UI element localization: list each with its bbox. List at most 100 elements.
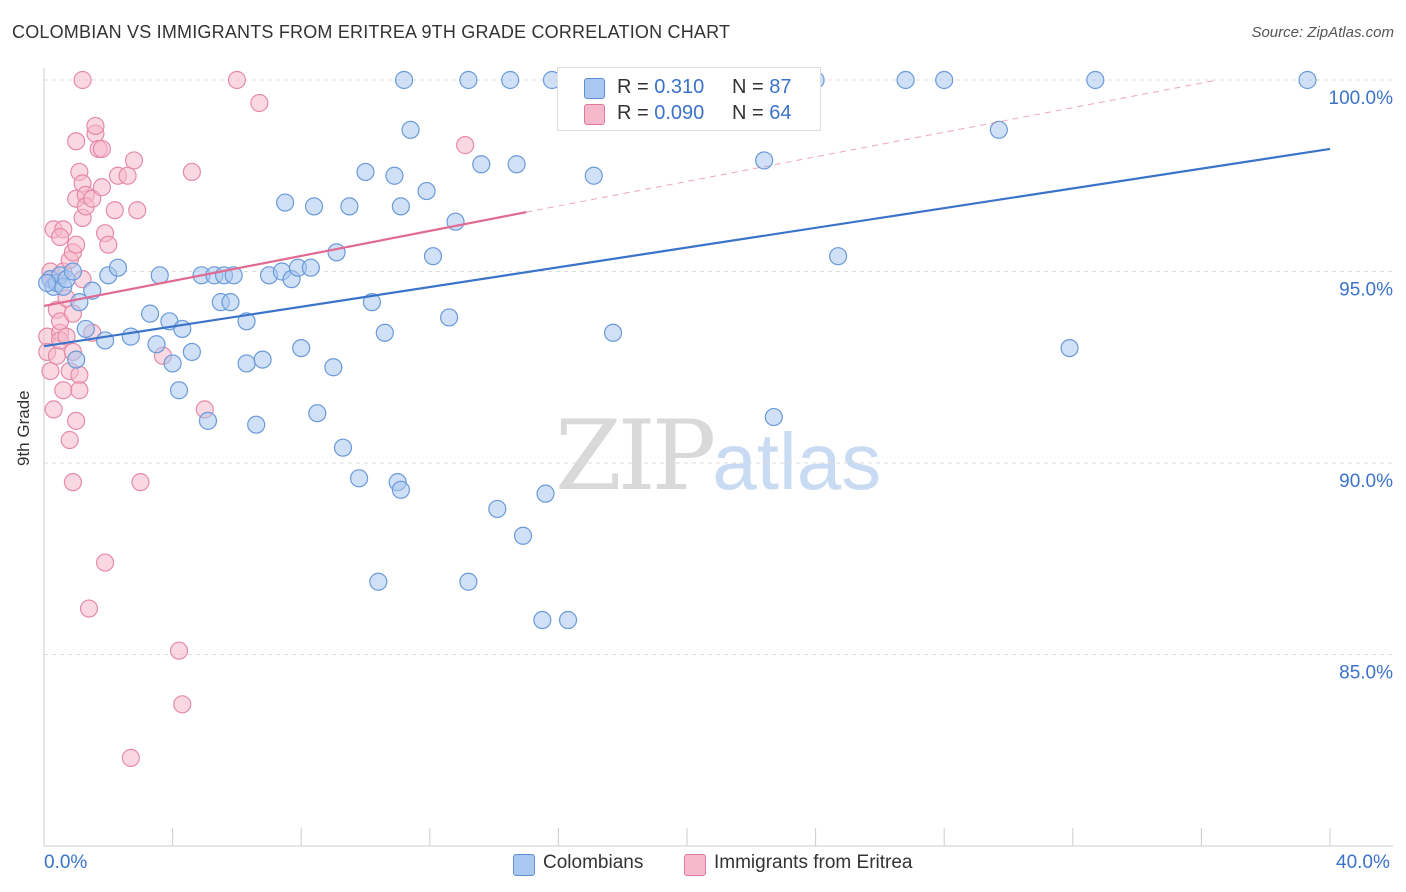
watermark-zip: ZIP: [555, 400, 716, 512]
colombian-point: [417, 181, 436, 201]
eritrea-point: [47, 346, 66, 365]
colombian-point: [558, 610, 578, 630]
eritrea-point: [67, 132, 86, 151]
colombian-point: [237, 354, 256, 373]
colombian-point: [333, 438, 353, 457]
y-tick-label: 95.0%: [1339, 280, 1393, 301]
eritrea-point: [182, 162, 201, 182]
trend-line-dashed: [526, 79, 1218, 213]
colombian-point: [401, 120, 420, 139]
eritrea-point: [92, 178, 111, 197]
eritrea-point: [169, 641, 189, 660]
colombian-point: [324, 358, 343, 377]
colombian-point: [1086, 70, 1105, 90]
colombian-point: [439, 308, 459, 327]
colombian-point: [896, 70, 915, 90]
colombian-point: [95, 331, 115, 350]
eritrea-point: [41, 361, 60, 381]
legend-n-label: N =: [732, 102, 764, 124]
eritrea-trend-line: [43, 211, 527, 308]
bottom-legend-label-eritrea: Immigrants from Eritrea: [714, 852, 913, 873]
bottom-legend-swatch-colombians: [513, 854, 535, 876]
eritrea-point: [57, 327, 76, 346]
watermark: ZIPatlas: [555, 400, 881, 512]
legend-r-value-colombians: 0.310: [654, 76, 705, 98]
bottom-legend-label-colombians: Colombians: [543, 852, 644, 873]
legend-n-label: N =: [732, 76, 764, 98]
colombian-point: [459, 70, 478, 90]
colombian-point: [375, 323, 394, 342]
eritrea-point: [227, 70, 246, 90]
eritrea-point: [50, 227, 70, 247]
colombian-point: [221, 293, 240, 312]
legend-n-value-colombians: 87: [769, 76, 792, 98]
source-label: Source: ZipAtlas.com: [1251, 24, 1394, 41]
colombian-point: [369, 572, 388, 591]
colombian-point: [349, 469, 369, 488]
eritrea-point: [73, 70, 92, 90]
eritrea-point: [118, 166, 137, 185]
colombian-point: [308, 404, 327, 423]
eritrea-point: [105, 201, 124, 220]
colombian-point: [237, 312, 256, 331]
colombian-point: [764, 407, 783, 427]
bottom-legend-swatch-eritrea: [684, 854, 706, 876]
colombian-point: [459, 572, 478, 591]
colombian-point: [169, 381, 189, 400]
colombian-point: [63, 262, 83, 281]
colombian-point: [391, 480, 410, 499]
colombian-point: [67, 350, 86, 369]
colombian-point: [140, 304, 160, 323]
legend-r-label: R =: [617, 76, 649, 98]
colombian-point: [603, 323, 623, 342]
legend-swatch-colombians: [584, 78, 605, 99]
colombian-trend-line: [43, 147, 1331, 348]
legend-r-label: R =: [617, 102, 649, 124]
eritrea-point: [124, 151, 144, 170]
eritrea-point: [67, 411, 86, 430]
colombian-point: [292, 339, 311, 358]
eritrea-point: [70, 381, 89, 400]
colombian-point: [423, 247, 443, 266]
colombian-point: [755, 151, 774, 170]
colombian-point: [224, 266, 243, 285]
eritrea-point: [79, 599, 99, 618]
colombian-point: [989, 120, 1008, 139]
colombian-point: [1298, 70, 1317, 90]
eritrea-point: [131, 473, 150, 492]
colombian-point: [829, 247, 848, 266]
eritrea-point: [250, 93, 269, 113]
colombian-point: [182, 342, 201, 362]
colombian-point: [327, 243, 346, 262]
eritrea-point: [44, 400, 63, 419]
eritrea-point: [54, 381, 73, 400]
eritrea-point: [95, 553, 115, 572]
colombian-point: [472, 155, 491, 174]
colombian-point: [501, 70, 520, 90]
eritrea-point: [121, 748, 140, 768]
colombian-point: [108, 258, 128, 277]
colombian-point: [356, 162, 375, 182]
colombian-point: [198, 411, 218, 430]
colombian-point: [301, 258, 320, 277]
colombian-point: [394, 70, 414, 90]
eritrea-point: [67, 235, 86, 254]
colombian-point: [304, 197, 324, 216]
colombian-point: [147, 335, 166, 354]
eritrea-point: [99, 235, 118, 254]
colombian-point: [362, 293, 382, 312]
x-tick-label-min: 0.0%: [44, 852, 88, 873]
colombian-point: [76, 319, 95, 339]
y-tick-label: 85.0%: [1339, 663, 1393, 684]
y-tick-label: 90.0%: [1339, 471, 1393, 492]
legend-r-value-eritrea: 0.090: [654, 102, 705, 124]
colombian-point: [935, 70, 954, 90]
eritrea-point: [456, 136, 475, 155]
chart-title: COLOMBIAN VS IMMIGRANTS FROM ERITREA 9TH…: [12, 22, 731, 42]
eritrea-point: [173, 695, 192, 714]
y-axis-label: 9th Grade: [14, 390, 33, 466]
colombian-point: [276, 193, 295, 212]
eritrea-point: [86, 116, 105, 136]
watermark-atlas: atlas: [712, 417, 882, 506]
colombian-point: [513, 526, 533, 545]
